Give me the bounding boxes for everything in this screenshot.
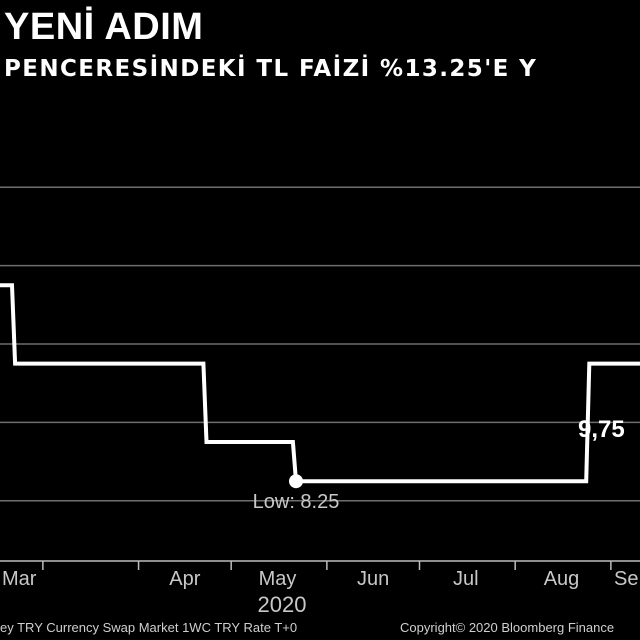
x-tick-label: Apr (169, 568, 200, 590)
low-point-marker (289, 474, 304, 489)
x-tick-label: May (259, 568, 297, 590)
x-tick-label: Mar (2, 568, 37, 590)
footer-source: ey TRY Currency Swap Market 1WC TRY Rate… (0, 620, 298, 635)
last-value-label: 9,75 (578, 416, 625, 443)
footer-copyright: Copyright© 2020 Bloomberg Finance (400, 620, 615, 635)
chart-title: YENİ ADIM (4, 6, 204, 48)
x-tick-label: Se (614, 568, 638, 590)
x-axis-year-label: 2020 (258, 592, 307, 617)
x-tick-label: Aug (544, 568, 580, 590)
gridlines (0, 186, 640, 502)
x-tick-labels: Mar Apr May Jun Jul Aug Se (2, 568, 638, 590)
series-line (0, 283, 640, 484)
x-tick-label: Jun (357, 568, 389, 590)
x-tick-label: Jul (453, 568, 479, 590)
chart-subtitle: PENCERESİNDEKİ TL FAİZİ %13.25'E Y (4, 56, 538, 82)
low-point-label: Low: 8.25 (253, 491, 340, 513)
x-tick-marks (42, 561, 612, 570)
